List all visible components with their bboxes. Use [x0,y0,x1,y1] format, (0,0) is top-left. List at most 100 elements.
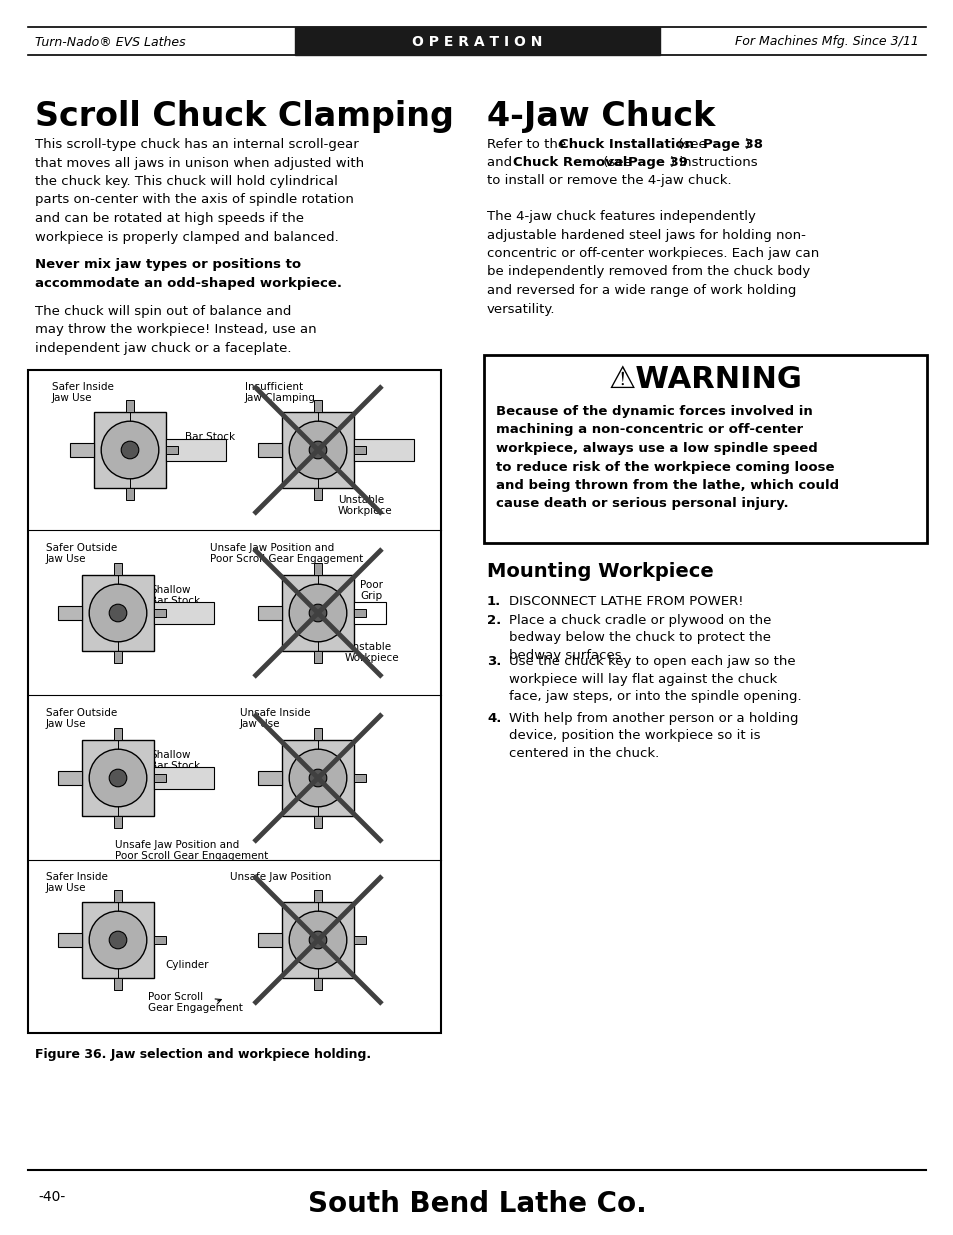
Text: Poor Scroll Gear Engagement: Poor Scroll Gear Engagement [210,555,363,564]
Text: -40-: -40- [38,1191,65,1204]
Text: Unsafe Jaw Position and: Unsafe Jaw Position and [115,840,239,850]
Text: Figure 36. Jaw selection and workpiece holding.: Figure 36. Jaw selection and workpiece h… [35,1049,371,1061]
Bar [153,601,213,624]
Bar [257,606,282,620]
Bar [113,816,122,827]
Bar [314,563,322,576]
Bar [354,609,366,618]
Text: This scroll-type chuck has an internal scroll-gear
that moves all jaws in unison: This scroll-type chuck has an internal s… [35,138,364,243]
Bar [58,932,82,947]
Bar [314,488,322,500]
Bar [314,400,322,412]
Text: Shallow: Shallow [150,750,191,760]
Text: The 4-jaw chuck features independently
adjustable hardened steel jaws for holdin: The 4-jaw chuck features independently a… [486,210,819,315]
Bar [282,412,354,488]
Text: Unsafe Jaw Position: Unsafe Jaw Position [230,872,331,882]
Text: Jaw Use: Jaw Use [46,883,87,893]
Text: Jaw Clamping: Jaw Clamping [245,393,315,403]
Circle shape [109,604,127,621]
Bar [113,890,122,902]
Text: Poor Scroll: Poor Scroll [148,992,203,1002]
Bar [113,727,122,740]
Text: Safer Outside: Safer Outside [46,708,117,718]
Text: With help from another person or a holding
device, position the workpiece so it : With help from another person or a holdi… [509,713,798,760]
Text: (see: (see [673,138,710,151]
Text: Chuck Installation: Chuck Installation [558,138,693,151]
Bar [354,601,386,624]
Text: Insufficient: Insufficient [245,382,303,391]
Text: ): ) [744,138,749,151]
Text: ) instructions: ) instructions [669,156,757,169]
Text: Gear Engagement: Gear Engagement [148,1003,243,1013]
Bar [282,740,354,816]
Bar [257,443,282,457]
Text: Safer Inside: Safer Inside [46,872,108,882]
Bar [94,412,166,488]
Circle shape [289,911,347,968]
Bar [314,651,322,663]
Text: Jaw Use: Jaw Use [46,555,87,564]
Text: Mounting Workpiece: Mounting Workpiece [486,562,713,580]
Text: Unstable: Unstable [345,642,391,652]
Text: Page 39: Page 39 [627,156,687,169]
Bar [113,563,122,576]
Bar [166,438,226,461]
Text: Unsafe Jaw Position and: Unsafe Jaw Position and [210,543,334,553]
Text: Grip: Grip [359,592,382,601]
Bar [28,370,440,1032]
Circle shape [101,421,158,479]
Text: 1.: 1. [486,595,500,608]
Text: Workpiece: Workpiece [337,506,393,516]
Text: Use the chuck key to open each jaw so the
workpiece will lay flat against the ch: Use the chuck key to open each jaw so th… [509,655,801,703]
Text: Place a chuck cradle or plywood on the
bedway below the chuck to protect the
bed: Place a chuck cradle or plywood on the b… [509,614,771,662]
Circle shape [309,604,327,621]
Circle shape [90,584,147,642]
Text: Because of the dynamic forces involved in
machining a non-concentric or off-cent: Because of the dynamic forces involved i… [496,405,839,510]
Text: and: and [486,156,516,169]
Bar [314,816,322,827]
Text: Poor Scroll Gear Engagement: Poor Scroll Gear Engagement [115,851,268,861]
Bar [257,932,282,947]
Text: Chuck Removal: Chuck Removal [513,156,627,169]
Text: (see: (see [598,156,636,169]
Bar [483,354,926,543]
Circle shape [289,421,347,479]
Circle shape [289,584,347,642]
Text: Safer Outside: Safer Outside [46,543,117,553]
Bar [314,978,322,990]
Bar [354,446,366,454]
Bar [58,606,82,620]
Bar [257,771,282,785]
Bar [282,576,354,651]
Circle shape [309,931,327,948]
Text: 3.: 3. [486,655,501,668]
Text: Jaw Use: Jaw Use [240,719,280,729]
Bar [153,773,166,783]
Text: Never mix jaw types or positions to
accommodate an odd-shaped workpiece.: Never mix jaw types or positions to acco… [35,258,341,289]
Circle shape [90,911,147,968]
Circle shape [309,769,327,787]
Text: Unstable: Unstable [337,495,384,505]
Bar [82,740,153,816]
Text: South Bend Lathe Co.: South Bend Lathe Co. [307,1191,646,1218]
Text: For Machines Mfg. Since 3/11: For Machines Mfg. Since 3/11 [735,36,918,48]
Text: Safer Inside: Safer Inside [52,382,113,391]
Text: Turn-Nado® EVS Lathes: Turn-Nado® EVS Lathes [35,36,186,48]
Bar [153,936,166,945]
Bar [314,727,322,740]
Text: Shallow: Shallow [150,585,191,595]
Text: The chuck will spin out of balance and
may throw the workpiece! Instead, use an
: The chuck will spin out of balance and m… [35,305,316,354]
Text: Bar Stock: Bar Stock [150,597,200,606]
Circle shape [289,750,347,806]
Text: Poor: Poor [359,580,382,590]
Bar [354,773,366,783]
Text: Refer to the: Refer to the [486,138,570,151]
Bar [166,446,178,454]
Bar [294,27,659,56]
Text: Jaw Use: Jaw Use [46,719,87,729]
Text: ⚠WARNING: ⚠WARNING [608,366,801,394]
Text: 4.: 4. [486,713,501,725]
Bar [113,651,122,663]
Text: 4-Jaw Chuck: 4-Jaw Chuck [486,100,715,133]
Bar [113,978,122,990]
